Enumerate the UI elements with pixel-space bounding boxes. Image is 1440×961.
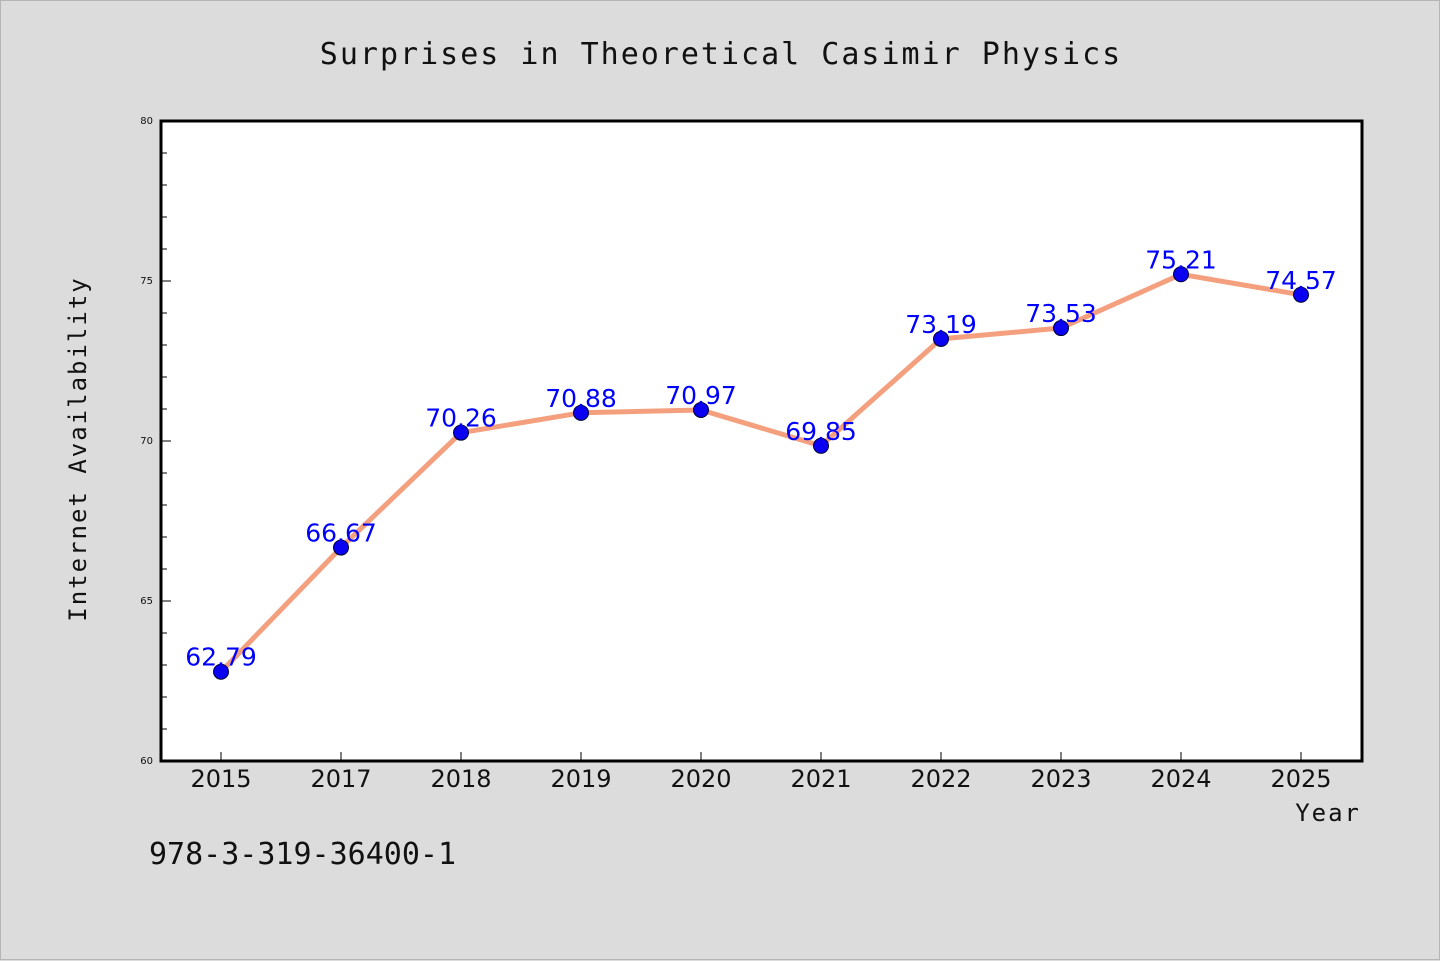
x-tick-label: 2017 xyxy=(310,765,371,793)
data-label: 70.97 xyxy=(665,381,737,410)
x-tick-label: 2025 xyxy=(1270,765,1331,793)
x-tick-label: 2022 xyxy=(910,765,971,793)
data-label: 70.26 xyxy=(425,404,497,433)
series-layer: 62.79 66.67 70.26 70.88 70.97 69.85 73.19 73.53… xyxy=(185,245,1337,680)
data-label: 73.19 xyxy=(905,310,977,339)
data-point xyxy=(813,437,829,454)
x-axis: 2015 2017 2018 2019 2020 2021 2022 2023 2024 2025 xyxy=(190,752,1332,793)
data-label: 74.57 xyxy=(1265,266,1337,295)
data-point xyxy=(333,539,349,556)
x-tick-label: 2020 xyxy=(670,765,731,793)
y-tick-label: 80 xyxy=(140,116,153,127)
data-point xyxy=(933,330,949,347)
x-axis-label: Year xyxy=(1295,799,1361,827)
data-label: 69.85 xyxy=(785,417,857,446)
series-line xyxy=(218,271,1304,675)
plot-area xyxy=(159,119,1364,763)
y-axis-label: Internet Availability xyxy=(64,276,92,621)
data-point xyxy=(213,663,229,680)
data-label: 66.67 xyxy=(305,519,377,548)
x-tick-label: 2015 xyxy=(190,765,251,793)
data-point xyxy=(1053,320,1069,337)
data-label: 73.53 xyxy=(1025,299,1097,328)
x-tick-label: 2018 xyxy=(430,765,491,793)
data-label: 62.79 xyxy=(185,643,257,672)
y-axis: 60 65 70 75 80 xyxy=(140,116,171,767)
x-tick-label: 2023 xyxy=(1030,765,1091,793)
footer-code: 978-3-319-36400-1 xyxy=(149,837,456,872)
y-tick-label: 60 xyxy=(140,756,153,767)
data-label: 70.88 xyxy=(545,384,617,413)
data-point xyxy=(1173,266,1189,283)
data-point xyxy=(573,404,589,421)
y-tick-label: 75 xyxy=(140,276,153,287)
y-tick-label: 65 xyxy=(140,596,153,607)
x-tick-label: 2021 xyxy=(790,765,851,793)
y-tick-label: 70 xyxy=(140,436,153,447)
data-point xyxy=(453,424,469,441)
x-tick-label: 2019 xyxy=(550,765,611,793)
data-point xyxy=(1293,286,1309,303)
chart-title: Surprises in Theoretical Casimir Physics xyxy=(320,37,1122,72)
data-point xyxy=(693,401,709,418)
data-label: 75.21 xyxy=(1145,245,1217,274)
x-tick-label: 2024 xyxy=(1150,765,1211,793)
